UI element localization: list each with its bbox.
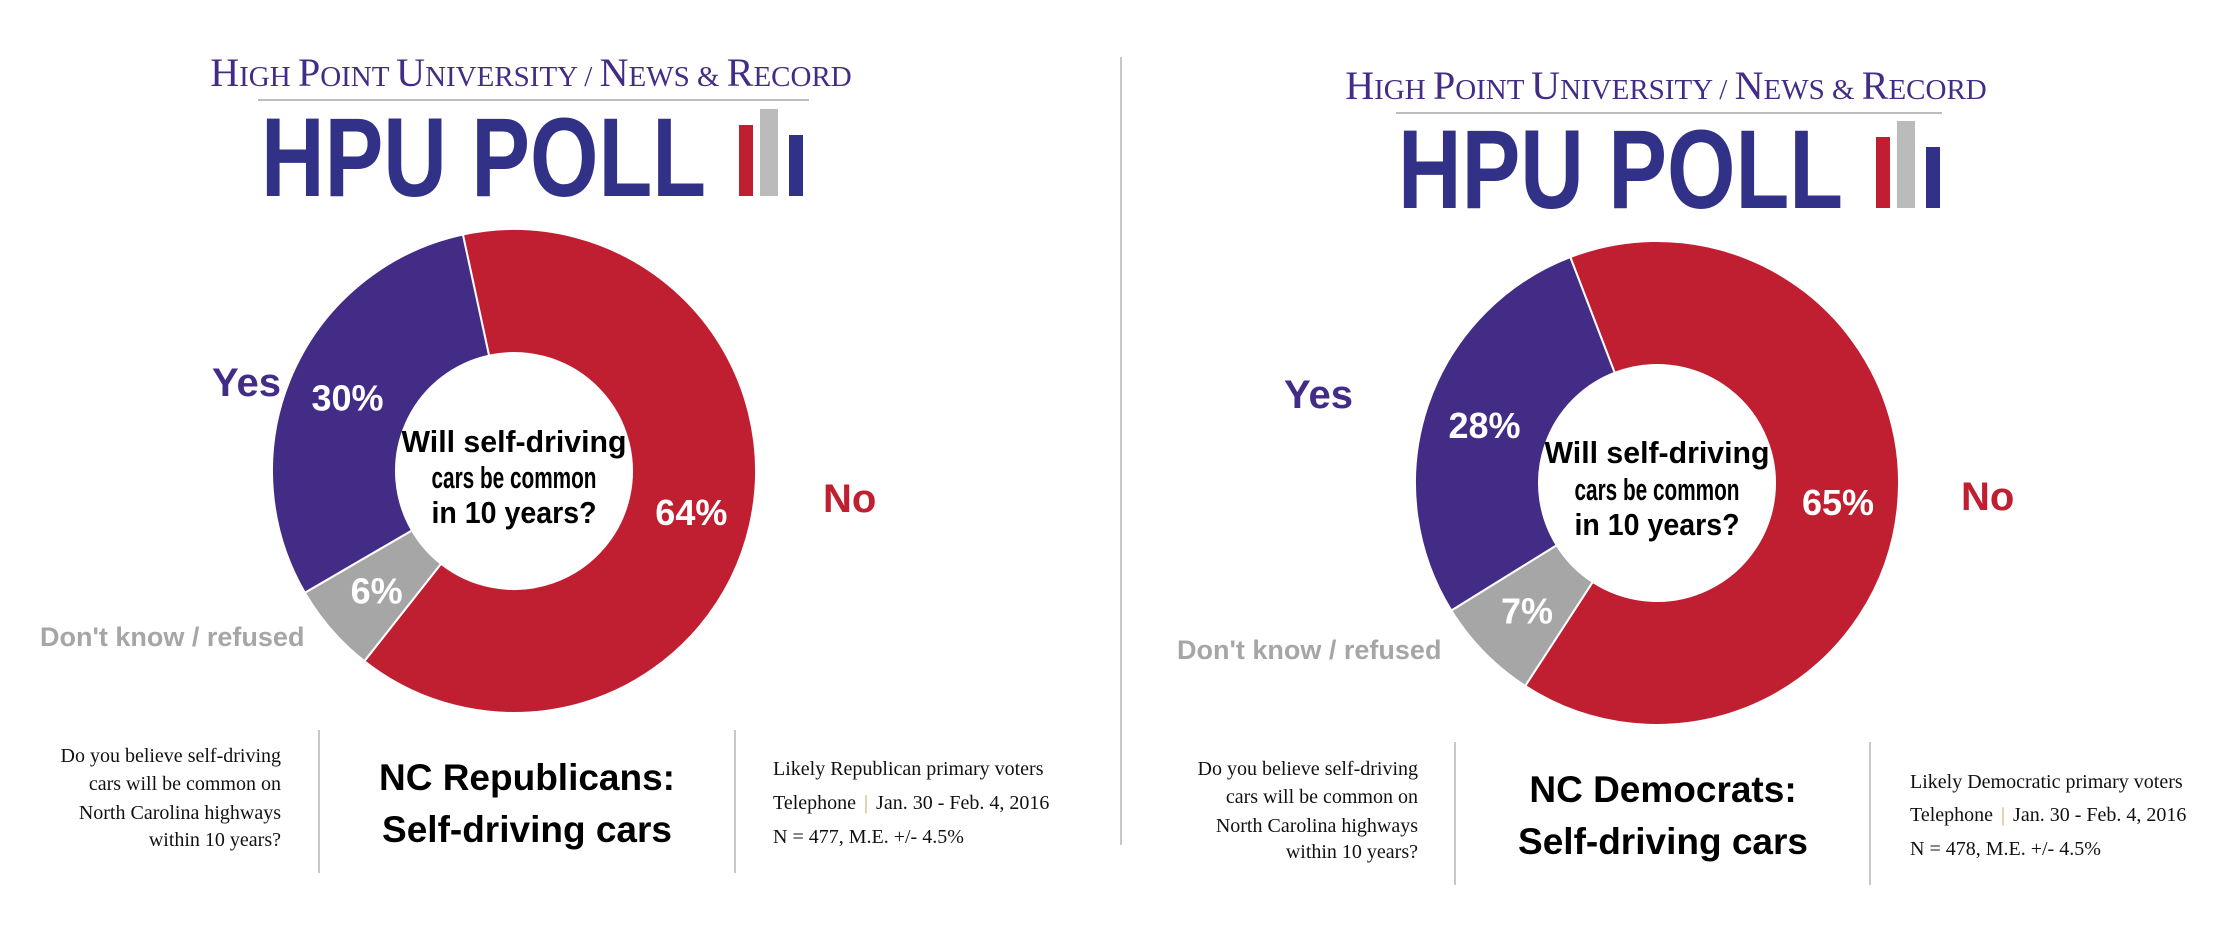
- legend-dont-know: Don't know / refused: [40, 622, 304, 652]
- panel-heading-line: Self-driving cars: [382, 809, 672, 850]
- method: Telephone: [773, 792, 856, 814]
- pipe-separator: |: [864, 792, 868, 814]
- title-part: IGH: [239, 61, 298, 93]
- title-part: U: [1531, 63, 1560, 108]
- title-part: EWS &: [1763, 74, 1861, 106]
- slice-yes: [1414, 255, 1617, 612]
- value-label-dk: 7%: [1501, 590, 1553, 631]
- bar-red: [739, 125, 753, 196]
- center-question-line: in 10 years?: [432, 495, 597, 530]
- survey-question-line: cars will be common on: [1226, 786, 1418, 808]
- value-label-dk: 6%: [351, 570, 403, 611]
- legend-dont-know: Don't know / refused: [1177, 635, 1441, 665]
- bar-red: [1876, 137, 1890, 208]
- survey-question-line: within 10 years?: [149, 829, 281, 851]
- survey-question-line: within 10 years?: [1286, 841, 1418, 863]
- center-question-line: in 10 years?: [1575, 507, 1740, 542]
- title-part: R: [1862, 63, 1889, 108]
- survey-question-line: North Carolina highways: [1216, 815, 1418, 837]
- bar-navy: [789, 135, 803, 196]
- slice-no: [1523, 240, 1900, 726]
- title-part: P: [298, 50, 320, 95]
- title-part: N: [600, 50, 629, 95]
- sample-info: N = 477, M.E. +/- 4.5%: [773, 826, 964, 848]
- panel-heading-line: Self-driving cars: [1518, 821, 1808, 862]
- survey-question-line: cars will be common on: [89, 773, 281, 795]
- center-question-line: Will self-driving: [402, 424, 627, 459]
- panel-heading-line: NC Democrats:: [1529, 769, 1796, 810]
- title-part: U: [396, 50, 425, 95]
- population-info: Likely Democratic primary voters: [1910, 771, 2183, 793]
- title-part: R: [727, 50, 754, 95]
- survey-question-line: Do you believe self-driving: [1198, 758, 1419, 780]
- population-info: Likely Republican primary voters: [773, 758, 1044, 780]
- title-part: OINT: [1455, 74, 1531, 106]
- title-part: ECORD: [1888, 74, 1986, 106]
- title-part: IGH: [1374, 74, 1433, 106]
- value-label-yes: 28%: [1448, 405, 1520, 446]
- panel-heading-line: NC Republicans:: [379, 757, 675, 798]
- legend-yes: Yes: [212, 361, 281, 405]
- bar-gray: [760, 109, 778, 196]
- hpu-poll-logo: HPU POLL: [1398, 107, 1843, 232]
- title-part: NIVERSITY /: [1560, 74, 1735, 106]
- survey-question-line: North Carolina highways: [79, 802, 281, 824]
- method-dates-info: Telephone | Jan. 30 - Feb. 4, 2016: [773, 792, 1049, 814]
- poll-panel-republicans: HIGH POINT UNIVERSITY / NEWS & RECORDHPU…: [40, 50, 1049, 873]
- slice-no: [362, 228, 757, 714]
- field-dates: Jan. 30 - Feb. 4, 2016: [2013, 804, 2186, 826]
- center-question-line: cars be common: [432, 460, 597, 495]
- field-dates: Jan. 30 - Feb. 4, 2016: [876, 792, 1049, 814]
- method: Telephone: [1910, 804, 1993, 826]
- value-label-no: 64%: [655, 492, 727, 533]
- legend-no: No: [823, 477, 876, 521]
- poll-bars-icon: [739, 109, 803, 196]
- title-part: H: [210, 50, 239, 95]
- hpu-poll-logo: HPU POLL: [261, 95, 706, 220]
- legend-no: No: [1961, 475, 2014, 519]
- sample-info: N = 478, M.E. +/- 4.5%: [1910, 838, 2101, 860]
- title-part: H: [1345, 63, 1374, 108]
- center-question-line: cars be common: [1575, 472, 1740, 507]
- publisher-title: HIGH POINT UNIVERSITY / NEWS & RECORD: [1345, 63, 1987, 108]
- slice-yes: [271, 233, 491, 595]
- method-dates-info: Telephone | Jan. 30 - Feb. 4, 2016: [1910, 804, 2186, 826]
- title-part: ECORD: [753, 61, 851, 93]
- title-part: OINT: [320, 61, 396, 93]
- title-part: EWS &: [628, 61, 726, 93]
- pipe-separator: |: [2001, 804, 2005, 826]
- value-label-no: 65%: [1802, 482, 1874, 523]
- title-part: NIVERSITY /: [425, 61, 600, 93]
- poll-bars-icon: [1876, 121, 1940, 208]
- publisher-title: HIGH POINT UNIVERSITY / NEWS & RECORD: [210, 50, 852, 95]
- bar-navy: [1926, 147, 1940, 208]
- title-part: N: [1735, 63, 1764, 108]
- legend-yes: Yes: [1284, 373, 1353, 417]
- title-part: P: [1433, 63, 1455, 108]
- bar-gray: [1897, 121, 1915, 208]
- poll-panel-democrats: HIGH POINT UNIVERSITY / NEWS & RECORDHPU…: [1177, 63, 2186, 885]
- survey-question-line: Do you believe self-driving: [61, 745, 282, 767]
- center-question-line: Will self-driving: [1545, 435, 1770, 470]
- value-label-yes: 30%: [311, 378, 383, 419]
